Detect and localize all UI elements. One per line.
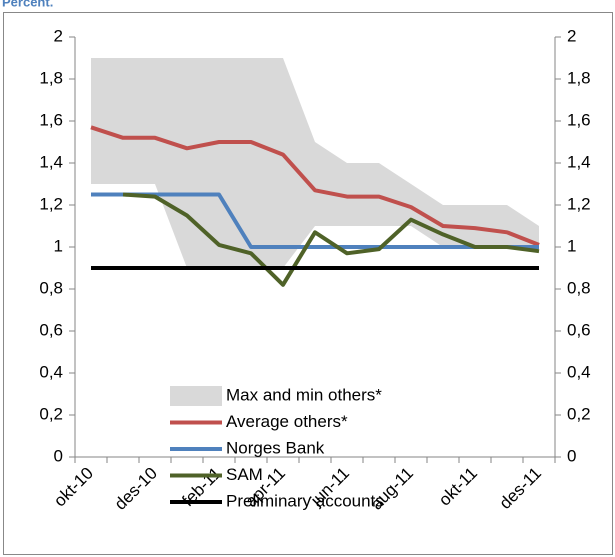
y2-tick-label: 1,4: [567, 152, 591, 171]
y2-tick-label: 1,8: [567, 68, 591, 87]
y-tick-label: 1,2: [39, 194, 63, 213]
y-tick-label: 0,6: [39, 320, 63, 339]
y-tick-label: 1,8: [39, 68, 63, 87]
y2-tick-label: 0,2: [567, 404, 591, 423]
legend-label: Preliminary accounts: [226, 491, 384, 510]
subtitle: Percent.: [2, 0, 53, 9]
y2-tick-label: 0: [567, 446, 576, 465]
y-tick-label: 0: [54, 446, 63, 465]
y2-tick-label: 2: [567, 26, 576, 45]
legend-swatch: [170, 386, 222, 406]
y-tick-label: 1: [54, 236, 63, 255]
y-tick-label: 0,8: [39, 278, 63, 297]
legend-label: Max and min others*: [226, 385, 382, 404]
y2-tick-label: 1,6: [567, 110, 591, 129]
legend-label: Average others*: [226, 412, 348, 431]
y2-tick-label: 0,6: [567, 320, 591, 339]
legend-label: Norges Bank: [226, 438, 325, 457]
y-tick-label: 1,4: [39, 152, 63, 171]
series-line: [91, 192, 539, 249]
y2-tick-label: 0,4: [567, 362, 591, 381]
y2-tick-label: 0,8: [567, 278, 591, 297]
series-line: [122, 192, 540, 287]
legend-label: SAM: [226, 465, 263, 484]
y2-tick-label: 1,2: [567, 194, 591, 213]
y-tick-label: 2: [54, 26, 63, 45]
y-tick-label: 0,2: [39, 404, 63, 423]
y-tick-label: 1,6: [39, 110, 63, 129]
y2-tick-label: 1: [567, 236, 576, 255]
y-tick-label: 0,4: [39, 362, 63, 381]
series-line: [90, 125, 540, 247]
